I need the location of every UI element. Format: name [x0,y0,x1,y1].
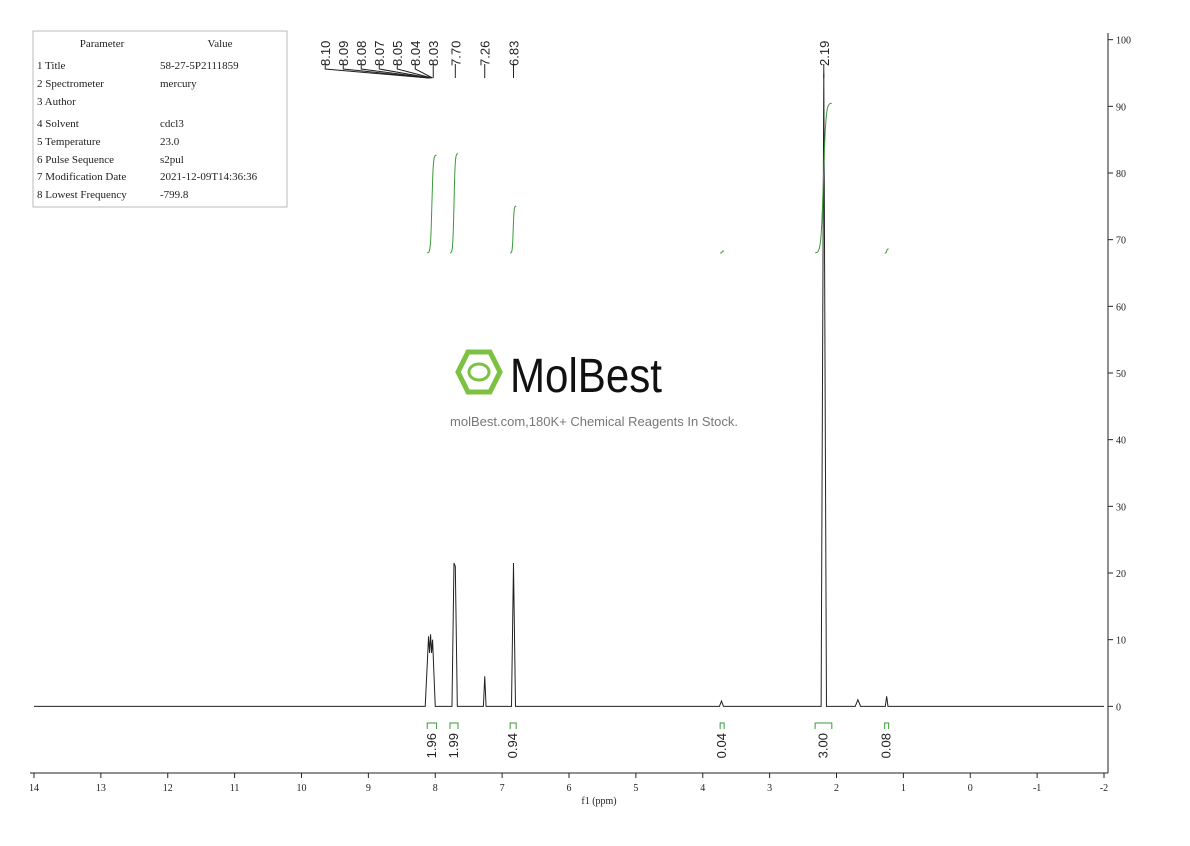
x-tick-label: 0 [968,783,973,794]
integral-bracket [509,722,517,729]
integral-curve [510,205,517,254]
x-tick-label: 7 [500,783,505,794]
logo-ring [467,362,491,382]
x-tick-label: 12 [163,783,173,794]
logo-hexagon [455,349,503,395]
integral-label: 0.04 [714,733,729,758]
y-tick-label: 20 [1116,569,1126,580]
x-tick-label: 11 [230,783,240,794]
x-tick-label: 5 [633,783,638,794]
param-cell: 58-27-5P2111859 [160,60,239,72]
param-cell: 4 Solvent [37,118,79,130]
param-cell: 6 Pulse Sequence [37,154,114,166]
brand: MolBest [510,350,662,403]
integral-label: 0.08 [879,733,894,758]
integral-label: 3.00 [815,733,830,758]
param-cell: 3 Author [37,96,76,108]
x-tick-label: 10 [297,783,307,794]
peak-label: 8.09 [336,41,351,66]
y-tick-label: 80 [1116,169,1126,180]
peak-leader [342,64,430,79]
integral-label: 1.96 [424,733,439,758]
y-tick-label: 10 [1116,636,1126,647]
x-tick-label: 2 [834,783,839,794]
integral-bracket [449,722,459,729]
param-cell: s2pul [160,154,184,166]
param-cell: 5 Temperature [37,136,101,148]
param-box [32,30,288,208]
integral-bracket [884,722,890,729]
y-tick-label: 40 [1116,436,1126,447]
y-tick-label: 30 [1116,502,1126,513]
integral-bracket [426,722,438,729]
peak-label: 6.83 [506,41,521,66]
x-tick-label: -1 [1033,783,1041,794]
y-tick-label: 90 [1116,102,1126,113]
peak-leader [324,64,429,79]
y-tick-label: 70 [1116,236,1126,247]
peak-label: 8.10 [318,41,333,66]
tagline: molBest.com,180K+ Chemical Reagents In S… [450,414,738,429]
peak-label: 8.08 [354,41,369,66]
param-cell: 7 Modification Date [37,171,126,183]
param-cell: cdcl3 [160,118,184,130]
param-cell: 2021-12-09T14:36:36 [160,171,258,183]
x-tick-label: 3 [767,783,772,794]
peak-label: 2.19 [817,41,832,66]
integral-curve [449,153,459,254]
integral-curve [720,250,725,254]
watermark: MolBest molBest.com,180K+ Chemical Reage… [450,349,738,429]
peak-label: 8.05 [390,41,405,66]
x-tick-label: 1 [901,783,906,794]
integral-bracket [814,722,833,729]
param-cell: 8 Lowest Frequency [37,189,127,201]
x-tick-label: 6 [567,783,572,794]
param-cell: 2 Spectrometer [37,78,104,90]
peak-label: 7.26 [478,41,493,66]
integral-bracket [719,722,725,729]
param-cell: 23.0 [160,136,180,148]
integral-curve [884,248,889,254]
x-tick-label: 9 [366,783,371,794]
y-tick-label: 100 [1116,36,1131,47]
x-axis-label: f1 (ppm) [581,796,616,807]
y-tick-label: 60 [1116,302,1126,313]
y-tick-label: 50 [1116,369,1126,380]
peak-leader [378,64,431,79]
x-tick-label: 13 [96,783,106,794]
x-tick-label: 14 [29,783,39,794]
spectrum [34,72,1104,707]
y-tick-label: 0 [1116,702,1121,713]
peak-label: 7.70 [448,41,463,66]
param-cell: 1 Title [37,60,66,72]
x-tick-label: 8 [433,783,438,794]
x-tick-label: -2 [1100,783,1108,794]
integral-curve [814,102,832,254]
peak-leader [360,64,430,79]
peak-label: 8.07 [372,41,387,66]
peak-label: 8.03 [426,41,441,66]
peak-leader [396,64,433,79]
peak-label: 8.04 [408,41,423,66]
param-cell: -799.8 [160,189,189,201]
param-header: Value [207,38,232,50]
param-table: Parameter Value 1 Title 58-27-5P2111859 2 Sp… [37,38,258,201]
integral-label: 0.94 [505,733,520,758]
param-header: Parameter [80,38,125,50]
x-tick-label: 4 [700,783,705,794]
param-cell: mercury [160,78,197,90]
integral-curve [427,154,437,254]
integral-label: 1.99 [446,733,461,758]
peak-leader [414,64,433,79]
